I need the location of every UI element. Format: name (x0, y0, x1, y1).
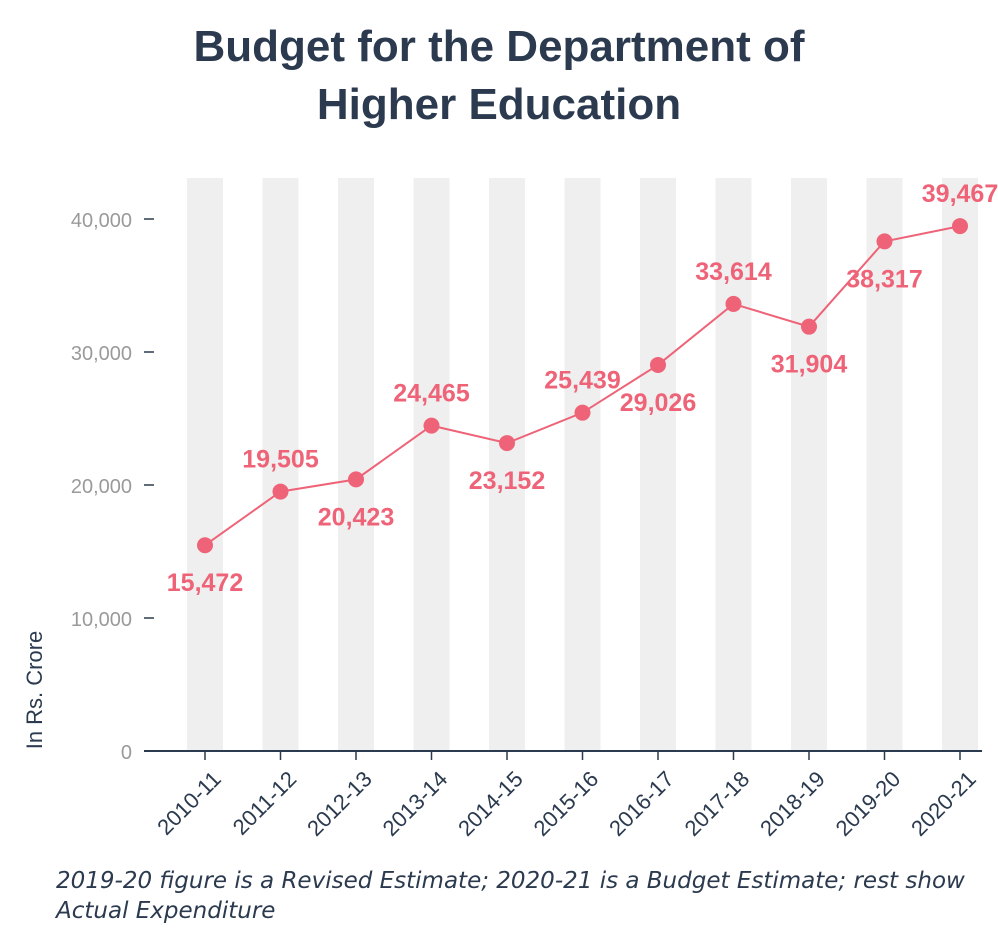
footnote: 2019-20 figure is a Revised Estimate; 20… (56, 868, 965, 924)
category-band (866, 178, 903, 751)
x-tick-label: 2020-21 (906, 766, 981, 841)
y-tick-label: 30,000 (71, 343, 132, 365)
data-point (574, 404, 591, 421)
data-point (423, 417, 440, 434)
x-tick-label: 2019-20 (831, 766, 906, 841)
data-label: 29,026 (620, 389, 696, 417)
data-point (499, 435, 515, 452)
category-band (187, 178, 223, 751)
data-label: 25,439 (544, 367, 620, 395)
data-label: 24,465 (393, 380, 470, 408)
data-point (272, 483, 289, 500)
category-band (640, 178, 676, 751)
x-tick-label: 2010-11 (152, 766, 226, 840)
chart-title-line-1: Budget for the Department of (193, 22, 805, 71)
data-point (197, 537, 213, 554)
category-band (489, 178, 525, 751)
x-axis: 2010-11 2011-12 2012-13 2013-14 2014-15 2015-… (152, 751, 981, 841)
y-axis: 0 10,000 20,000 30,000 40,000 (71, 210, 154, 764)
category-band (262, 178, 299, 751)
data-point (650, 356, 666, 373)
x-tick-label: 2014-15 (453, 766, 528, 841)
category-band (791, 178, 827, 751)
chart-title-line-2: Higher Education (316, 80, 682, 129)
data-label: 15,472 (167, 569, 243, 597)
data-label: 19,505 (242, 446, 319, 474)
category-band (715, 178, 752, 751)
y-tick-label: 10,000 (71, 609, 132, 631)
data-points (197, 218, 968, 554)
x-tick-label: 2012-13 (302, 766, 377, 841)
data-point (876, 233, 893, 250)
data-label: 31,904 (771, 351, 848, 379)
data-point (801, 318, 817, 335)
x-tick-label: 2011-12 (228, 766, 302, 840)
chart-title: Budget for the Department of Higher Educ… (0, 18, 998, 134)
y-tick-label: 0 (121, 742, 132, 764)
data-label: 38,317 (846, 265, 922, 293)
data-point (725, 295, 742, 312)
data-labels: 15,472 19,505 20,423 24,465 23,152 25,43929,0… (167, 180, 998, 597)
category-band (564, 178, 601, 751)
category-band (338, 178, 374, 751)
y-axis-label: In Rs. Crore (22, 631, 47, 750)
x-tick-label: 2018-19 (755, 766, 830, 841)
x-tick-label: 2013-14 (378, 766, 453, 841)
category-bands (187, 178, 978, 751)
category-band (413, 178, 450, 751)
x-tick-label: 2015-16 (529, 766, 604, 841)
category-band (942, 178, 978, 751)
data-label: 23,152 (469, 467, 545, 495)
y-tick-label: 20,000 (71, 476, 132, 498)
data-label: 39,467 (922, 180, 998, 208)
data-label: 20,423 (318, 503, 394, 531)
data-point (952, 218, 968, 235)
data-label: 33,614 (695, 258, 772, 286)
data-point (348, 471, 364, 488)
x-tick-label: 2017-18 (680, 766, 755, 841)
y-tick-label: 40,000 (71, 210, 132, 232)
x-tick-label: 2016-17 (604, 766, 679, 841)
